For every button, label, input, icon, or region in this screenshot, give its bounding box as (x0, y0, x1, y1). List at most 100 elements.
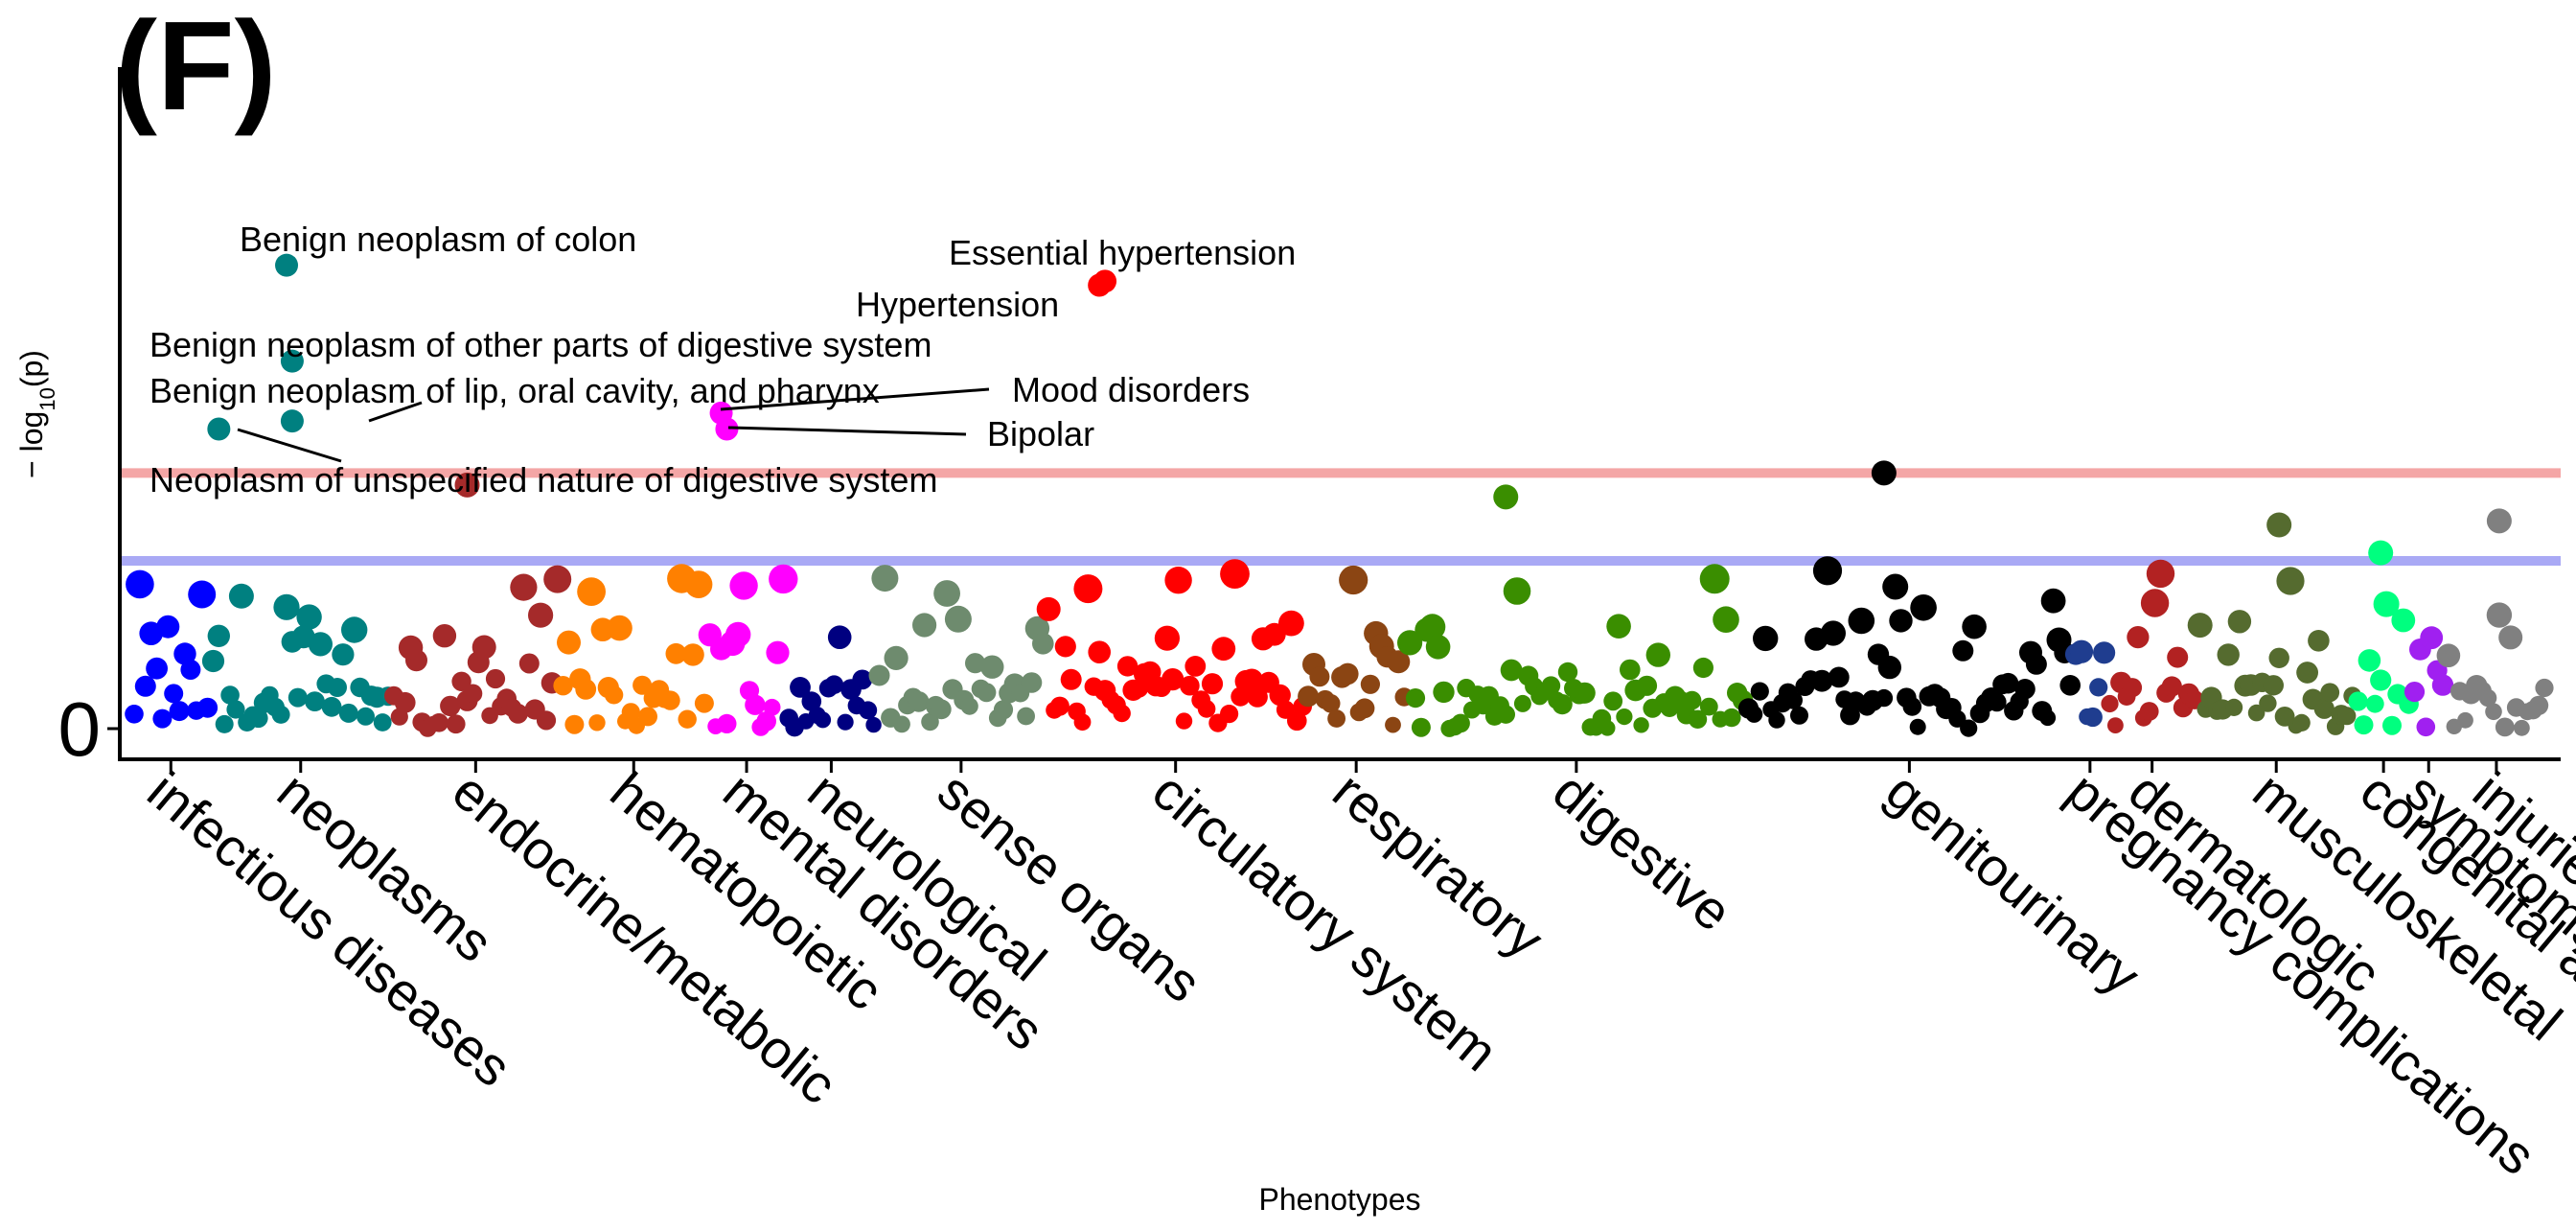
point-infectious-diseases (152, 708, 172, 729)
point-congenital-anomalies (2373, 591, 2400, 617)
point-infectious-diseases (126, 569, 154, 599)
point-digestive (1397, 630, 1423, 656)
point-musculoskeletal (2276, 567, 2305, 595)
point-hematopoietic (564, 714, 585, 734)
annotation-bipolar: Bipolar (987, 414, 1094, 453)
point-endocrine-metabolic (463, 684, 483, 704)
point-digestive (1411, 717, 1431, 737)
point-neoplasms (248, 708, 268, 729)
point-respiratory (1385, 716, 1401, 733)
point-genitourinary (1877, 655, 1902, 680)
point-genitourinary (1753, 625, 1779, 652)
point-musculoskeletal (2225, 698, 2243, 717)
annotation-benign-neoplasm-of-other-parts-of-digestive-system: Benign neoplasm of other parts of digest… (150, 325, 932, 364)
point-infectious-diseases (188, 580, 217, 609)
point-injuries (2457, 711, 2473, 729)
annotation-leader-line (368, 401, 423, 423)
point-endocrine-metabolic (510, 573, 538, 601)
point-injuries (2486, 602, 2513, 628)
point-pregnancy-complications (2089, 678, 2108, 697)
point-hematopoietic (557, 630, 581, 655)
point-respiratory (1387, 650, 1411, 674)
point-dermatologic (2122, 678, 2143, 698)
point-digestive (1699, 697, 1718, 716)
point-digestive (1541, 676, 1561, 695)
point-musculoskeletal (2292, 713, 2311, 732)
point-injuries (2535, 678, 2554, 698)
point-neoplasms (207, 624, 230, 647)
point-hematopoietic (588, 714, 606, 732)
point-musculoskeletal (2320, 683, 2340, 703)
annotations: Benign neoplasm of colon Benign neoplasm … (150, 220, 1296, 499)
point-dermatologic (2140, 589, 2170, 617)
point-mental-disorders (717, 713, 737, 734)
point-digestive (1496, 705, 1516, 724)
point-endocrine-metabolic (429, 713, 448, 732)
point-circulatory-system (1060, 668, 1082, 690)
point-genitourinary (1745, 706, 1763, 723)
point-digestive (1599, 720, 1616, 736)
point-circulatory-system (1247, 686, 1268, 708)
point-congenital-anomalies (2365, 694, 2384, 713)
point-sense-organs (931, 699, 952, 720)
point-injuries (2478, 688, 2497, 708)
annotation-leader-line (720, 387, 990, 411)
point-genitourinary (2014, 679, 2036, 700)
point-hematopoietic (665, 642, 687, 664)
point-neoplasms (373, 713, 392, 732)
highlight-point-injuries (2486, 508, 2512, 534)
point-circulatory-system (1049, 696, 1070, 716)
point-genitourinary (1962, 614, 1987, 639)
point-digestive (1606, 614, 1631, 639)
point-musculoskeletal (2308, 630, 2330, 652)
point-endocrine-metabolic (543, 565, 572, 593)
point-symptoms (2431, 674, 2454, 696)
point-respiratory (1327, 709, 1346, 728)
point-sense-organs (908, 691, 930, 712)
point-digestive (1574, 682, 1596, 704)
point-genitourinary (1882, 573, 1909, 600)
annotated-point-bipolar (715, 417, 739, 441)
point-injuries (2529, 695, 2549, 715)
point-mental-disorders (725, 621, 751, 648)
point-digestive (1699, 564, 1730, 594)
point-endocrine-metabolic (536, 710, 557, 731)
point-neoplasms (226, 700, 245, 719)
point-neoplasms (220, 685, 240, 705)
point-hematopoietic (694, 693, 714, 713)
point-digestive (1603, 691, 1623, 711)
point-neoplasms (228, 583, 254, 609)
point-digestive (1688, 709, 1708, 729)
point-digestive (1425, 635, 1451, 660)
point-circulatory-system (1211, 637, 1236, 662)
point-mental-disorders (745, 694, 766, 715)
point-genitourinary (1784, 691, 1803, 709)
point-neoplasms (273, 593, 300, 620)
point-respiratory (1321, 694, 1341, 713)
point-digestive (1451, 713, 1470, 733)
point-neoplasms (341, 616, 368, 643)
point-respiratory (1337, 662, 1359, 685)
point-hematopoietic (681, 643, 704, 666)
annotation-leader-line (727, 426, 967, 436)
point-endocrine-metabolic (528, 602, 554, 628)
point-genitourinary (1874, 688, 1894, 708)
point-endocrine-metabolic (518, 653, 540, 674)
point-endocrine-metabolic (440, 695, 461, 717)
point-circulatory-system (1175, 712, 1193, 730)
point-digestive (1645, 642, 1671, 667)
point-symptoms (2416, 717, 2436, 737)
point-hematopoietic (575, 679, 597, 700)
point-endocrine-metabolic (446, 714, 466, 734)
point-dermatologic (2167, 646, 2189, 668)
y-tick-label: 0 (58, 686, 102, 772)
point-circulatory-system (1036, 596, 1061, 621)
point-neoplasms (296, 604, 322, 630)
point-circulatory-system (1197, 700, 1216, 718)
point-symptoms (2404, 682, 2426, 703)
point-infectious-diseases (156, 615, 180, 639)
point-sense-organs (944, 605, 972, 633)
point-mental-disorders (756, 711, 776, 732)
